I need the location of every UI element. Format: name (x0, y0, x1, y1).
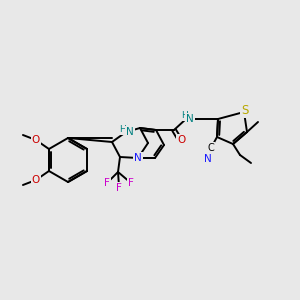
Text: O: O (32, 175, 40, 185)
Text: S: S (241, 104, 249, 118)
Text: F: F (128, 178, 134, 188)
Text: N: N (134, 153, 142, 163)
Text: C: C (208, 143, 214, 153)
Text: N: N (204, 154, 212, 164)
Text: H: H (120, 125, 126, 134)
Text: F: F (116, 183, 122, 193)
Text: O: O (32, 135, 40, 145)
Text: N: N (186, 114, 194, 124)
Text: H: H (181, 112, 188, 121)
Text: N: N (126, 127, 134, 137)
Text: F: F (104, 178, 110, 188)
Text: O: O (177, 135, 185, 145)
